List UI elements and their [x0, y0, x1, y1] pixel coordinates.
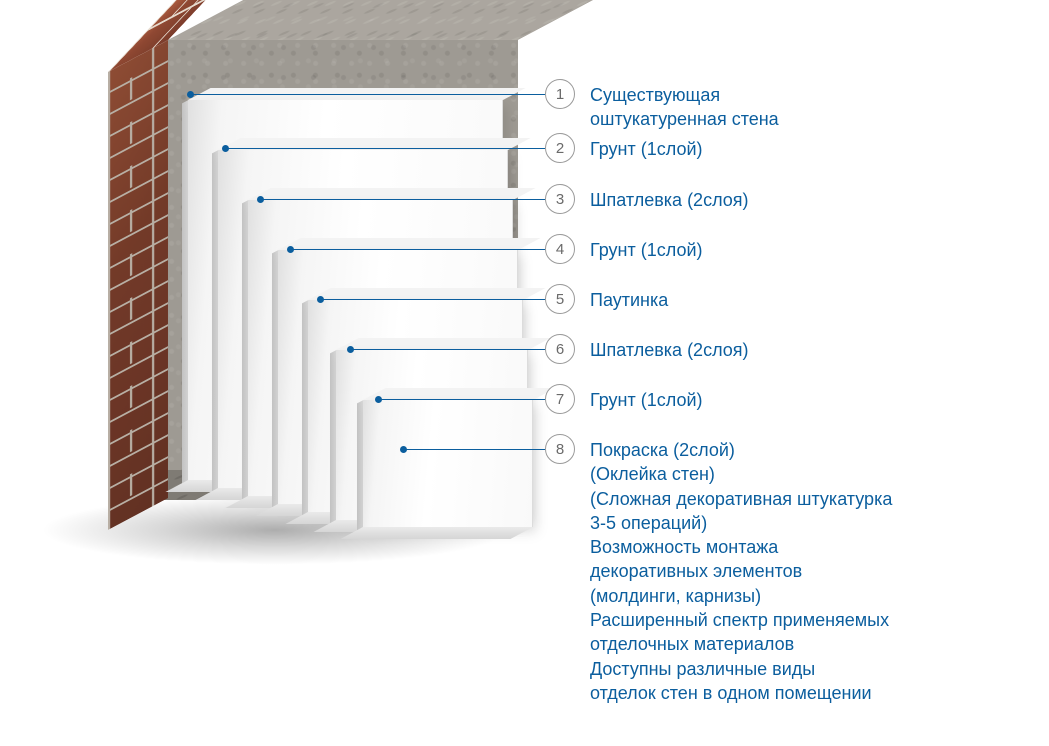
layer-number: 6: [556, 341, 564, 358]
layer-number: 5: [556, 291, 564, 308]
leader-diag-4: [290, 249, 330, 250]
leader-diag-2: [225, 148, 265, 149]
leader-horiz-1: [230, 94, 545, 95]
layer-badge-2: 2: [545, 133, 575, 163]
layer-number: 3: [556, 191, 564, 208]
layer-label-7: Грунт (1слой): [590, 388, 703, 412]
layer-badge-4: 4: [545, 234, 575, 264]
leader-horiz-4: [330, 249, 545, 250]
layer-number: 2: [556, 140, 564, 157]
layer-label-8: Покраска (2слой) (Оклейка стен) (Сложная…: [590, 438, 892, 705]
leader-horiz-5: [360, 299, 545, 300]
layer-badge-1: 1: [545, 79, 575, 109]
layer-number: 4: [556, 241, 564, 258]
leader-diag-5: [320, 299, 360, 300]
layer-number: 1: [556, 86, 564, 103]
layer-badge-5: 5: [545, 284, 575, 314]
leader-horiz-6: [390, 349, 545, 350]
layer-number: 7: [556, 391, 564, 408]
stucco-top: [168, 0, 597, 40]
layer-label-2: Грунт (1слой): [590, 137, 703, 161]
leader-diag-8: [403, 449, 443, 450]
layer-label-5: Паутинка: [590, 288, 668, 312]
leader-horiz-2: [265, 148, 545, 149]
leader-diag-6: [350, 349, 390, 350]
leader-horiz-8: [443, 449, 545, 450]
layer-badge-3: 3: [545, 184, 575, 214]
layer-label-4: Грунт (1слой): [590, 238, 703, 262]
layer-number: 8: [556, 441, 564, 458]
leader-horiz-3: [300, 199, 545, 200]
layer-badge-7: 7: [545, 384, 575, 414]
layer-label-1: Существующая оштукатуренная стена: [590, 83, 779, 132]
layer-label-3: Шпатлевка (2слоя): [590, 188, 749, 212]
leader-diag-3: [260, 199, 300, 200]
leader-diag-7: [378, 399, 418, 400]
layer-label-6: Шпатлевка (2слоя): [590, 338, 749, 362]
layer-badge-8: 8: [545, 434, 575, 464]
brick-side: [108, 40, 168, 530]
layer-badge-6: 6: [545, 334, 575, 364]
diagram-canvas: 1 Существующая оштукатуренная стена 2 Грунт…: [0, 0, 1049, 746]
leader-diag-1: [190, 94, 230, 95]
leader-horiz-7: [418, 399, 545, 400]
